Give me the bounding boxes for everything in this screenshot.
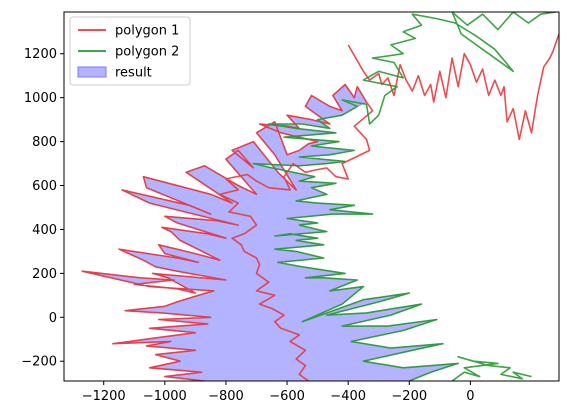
plot-area <box>81 12 559 381</box>
legend-label-3: result <box>115 66 152 81</box>
x-tick-label: −800 <box>208 389 244 404</box>
x-tick-label: −200 <box>391 389 427 404</box>
x-tick-label: 0 <box>466 389 474 404</box>
series-line-3 <box>252 12 557 381</box>
series-line-4 <box>451 355 532 381</box>
y-tick-label: −200 <box>21 355 57 370</box>
y-tick-label: 0 <box>49 311 57 326</box>
y-tick-label: 800 <box>32 135 57 150</box>
x-axis: −1200 −1000 −800 −600 −400 −200 0 <box>82 381 475 404</box>
y-tick-label: 400 <box>32 223 57 238</box>
series-line-1 <box>81 83 374 381</box>
y-tick-label: 200 <box>32 267 57 282</box>
y-tick-label: 1200 <box>24 47 57 62</box>
x-tick-label: −600 <box>269 389 305 404</box>
legend-swatch-3 <box>77 66 107 78</box>
series-line-2 <box>347 33 559 141</box>
y-tick-label: 600 <box>32 179 57 194</box>
legend-label-1: polygon 1 <box>115 24 179 39</box>
y-axis: −200 0 200 400 600 800 1000 1200 <box>21 47 64 370</box>
x-tick-label: −1200 <box>82 389 126 404</box>
legend-label-2: polygon 2 <box>115 45 179 60</box>
x-tick-label: −400 <box>330 389 366 404</box>
y-tick-label: 1000 <box>24 91 57 106</box>
x-tick-label: −1000 <box>143 389 187 404</box>
plot-frame <box>63 11 560 382</box>
legend: polygon 1 polygon 2 result <box>69 16 191 86</box>
